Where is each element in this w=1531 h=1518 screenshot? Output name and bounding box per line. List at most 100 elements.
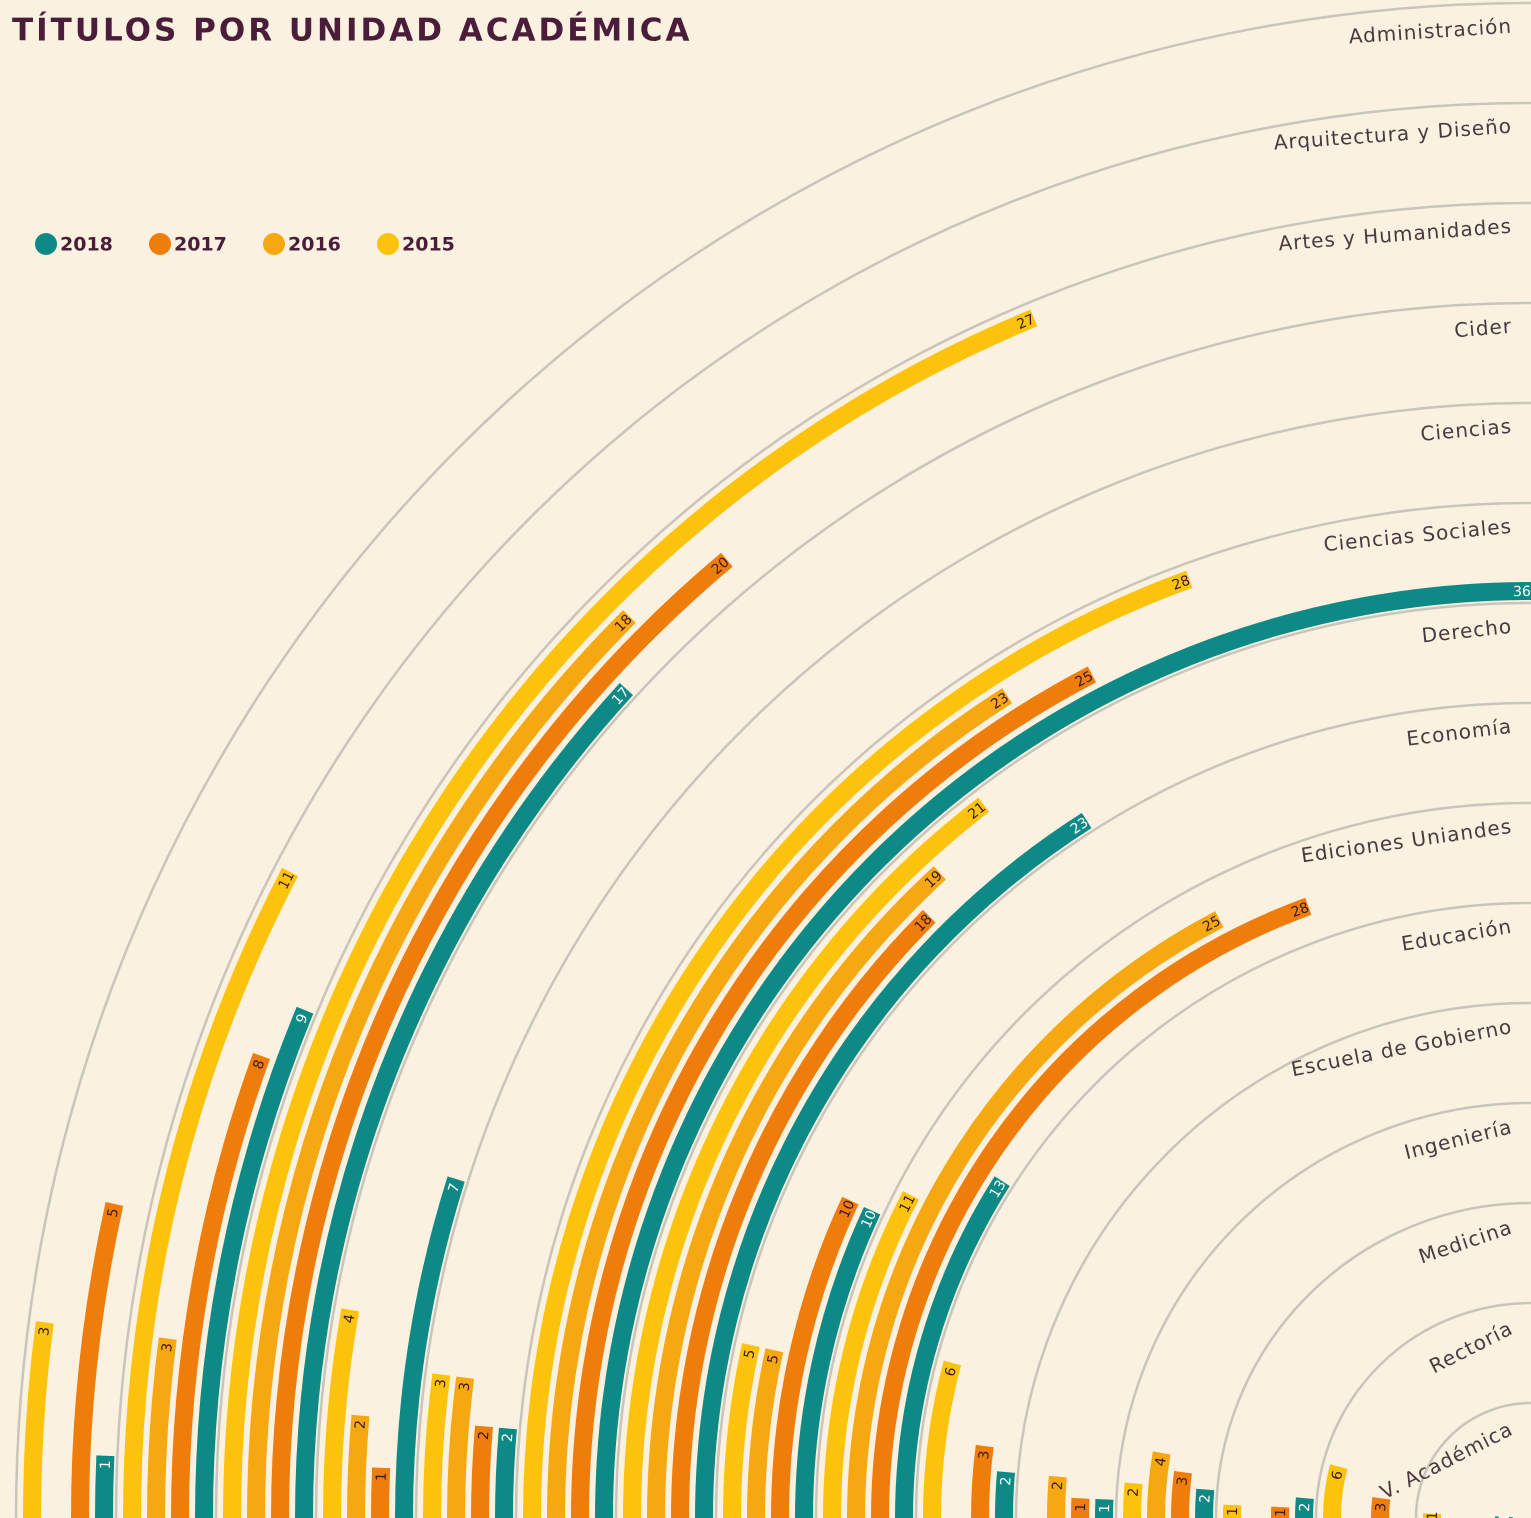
bar <box>523 570 1193 1518</box>
bar <box>295 682 633 1518</box>
value-label: 10 <box>858 1208 880 1231</box>
bar <box>323 1308 360 1518</box>
bar <box>171 1052 270 1518</box>
value-label: 2 <box>1126 1487 1143 1497</box>
value-label: 3 <box>159 1342 176 1353</box>
value-label: 1 <box>1097 1504 1113 1513</box>
bar <box>823 1191 919 1518</box>
guide-arc <box>814 801 1531 1518</box>
guide-arc <box>1114 1101 1531 1518</box>
value-label: 13 <box>987 1177 1010 1201</box>
value-label: 1 <box>1073 1503 1089 1512</box>
value-label: 6 <box>942 1366 960 1379</box>
value-label: 10 <box>837 1198 859 1221</box>
category-label: Cider <box>1453 314 1513 343</box>
bar <box>695 812 1092 1518</box>
bar <box>747 1348 784 1518</box>
bar <box>1147 1451 1171 1518</box>
value-label: 25 <box>1073 668 1096 691</box>
bar <box>723 1343 760 1518</box>
bar <box>847 911 1224 1518</box>
guide-arc <box>1314 1301 1531 1518</box>
bar <box>347 1414 370 1518</box>
guide-arc <box>414 401 1531 1518</box>
value-label: 11 <box>897 1192 919 1215</box>
value-label: 1 <box>1273 1508 1289 1517</box>
value-label: 27 <box>1015 311 1038 333</box>
category-label: Ciencias <box>1419 414 1513 446</box>
guide-arc <box>314 301 1531 1518</box>
legend-swatch <box>149 233 171 255</box>
bar <box>771 1196 859 1518</box>
category-label: Ingeniería <box>1402 1114 1515 1164</box>
bar <box>623 797 990 1518</box>
bar <box>647 866 946 1518</box>
value-label: 28 <box>1170 573 1192 594</box>
value-label: 5 <box>741 1348 758 1360</box>
category-label: V. Académica <box>1376 1417 1517 1505</box>
category-label: Medicina <box>1415 1215 1515 1269</box>
guide-arc <box>114 101 1531 1518</box>
value-label: 2 <box>998 1476 1015 1486</box>
legend-label: 2018 <box>60 234 113 256</box>
legend-swatch <box>35 233 57 255</box>
bar <box>195 1006 314 1518</box>
value-label: 2 <box>1050 1481 1067 1491</box>
guide-arc <box>914 901 1531 1518</box>
guide-arc <box>1214 1201 1531 1518</box>
category-label: Ediciones Uniandes <box>1300 814 1514 868</box>
value-label: 1 <box>1425 1511 1441 1518</box>
bar <box>795 1206 881 1518</box>
category-label: Administración <box>1348 14 1513 49</box>
legend-label: 2015 <box>402 234 455 256</box>
guide-arc <box>614 601 1531 1518</box>
value-label: 2 <box>1297 1502 1313 1512</box>
bar <box>923 1360 962 1518</box>
value-label: 2 <box>352 1420 369 1430</box>
bar <box>595 582 1531 1518</box>
value-label: 1 <box>98 1460 114 1470</box>
value-label: 2 <box>500 1432 517 1442</box>
value-label: 1 <box>374 1472 390 1481</box>
category-label: Derecho <box>1420 614 1513 648</box>
value-label: 11 <box>276 869 298 892</box>
value-label: 4 <box>341 1313 358 1325</box>
value-label: 2 <box>476 1430 493 1440</box>
bar <box>223 309 1038 1518</box>
legend-label: 2016 <box>288 234 341 256</box>
value-label: 3 <box>1175 1476 1192 1487</box>
category-label: Rectoría <box>1425 1316 1516 1378</box>
value-label: 25 <box>1200 913 1223 936</box>
bar <box>147 1337 177 1518</box>
guide-arc <box>214 201 1531 1518</box>
legend-swatch <box>263 233 285 255</box>
legend-label: 2017 <box>174 234 227 256</box>
value-label: 3 <box>36 1326 53 1337</box>
bar <box>23 1321 54 1518</box>
bar <box>71 1202 124 1518</box>
value-label: 28 <box>1289 900 1311 921</box>
bar <box>895 1176 1010 1518</box>
chart-title: TÍTULOS POR UNIDAD ACADÉMICA <box>12 13 693 49</box>
bar <box>871 897 1312 1518</box>
value-label: 1 <box>1497 1513 1513 1518</box>
value-label: 3 <box>433 1378 450 1389</box>
category-label: Educación <box>1400 914 1514 956</box>
value-label: 1 <box>1225 1507 1241 1516</box>
bar <box>1323 1464 1348 1518</box>
bar <box>423 1373 451 1518</box>
value-label: 5 <box>105 1207 123 1219</box>
value-label: 6 <box>1329 1469 1347 1481</box>
bar <box>547 688 1012 1518</box>
guide-arc <box>714 701 1531 1518</box>
value-label: 36 <box>1513 584 1531 600</box>
category-label: Economía <box>1405 714 1513 751</box>
bar <box>671 909 936 1518</box>
bar <box>247 610 636 1518</box>
bar <box>123 867 299 1518</box>
legend-swatch <box>377 233 399 255</box>
guide-arc <box>1414 1401 1531 1518</box>
value-label: 3 <box>1373 1502 1390 1512</box>
value-label: 4 <box>1153 1456 1170 1467</box>
